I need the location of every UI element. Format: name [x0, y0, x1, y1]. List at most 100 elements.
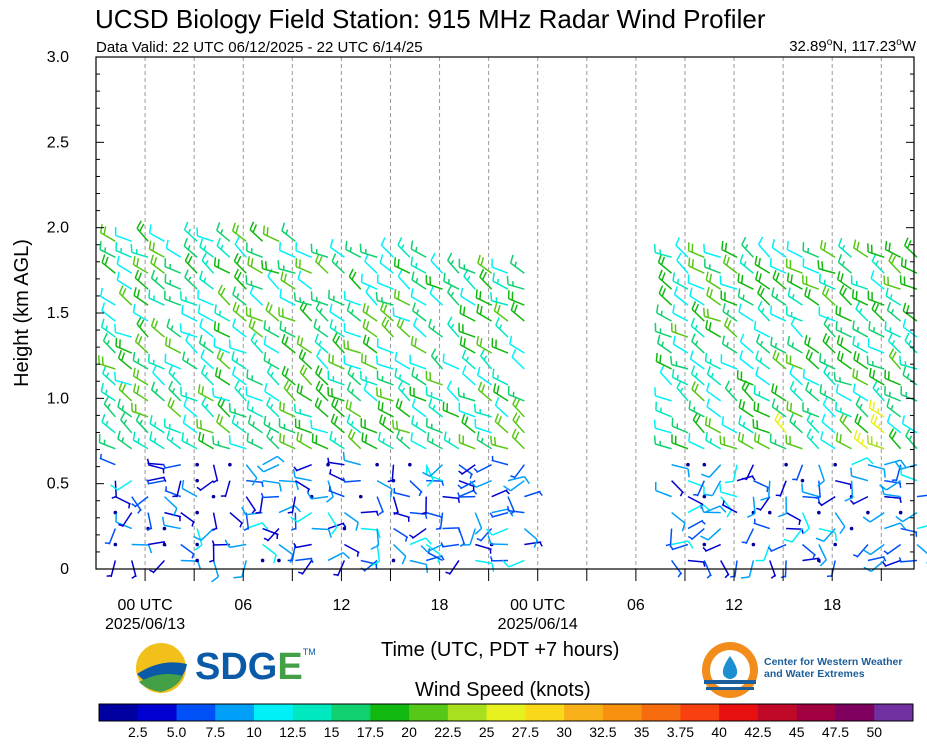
barb-staff — [164, 266, 182, 274]
wind-barb — [229, 512, 244, 528]
wind-barb — [201, 252, 215, 274]
barb-staff — [344, 363, 361, 370]
wind-barb — [817, 464, 825, 487]
barb-staff — [229, 347, 247, 354]
barb-staff — [855, 404, 869, 418]
wind-barb — [228, 339, 247, 354]
barb-staff — [838, 261, 853, 274]
wind-barb — [458, 464, 474, 479]
barb-flag — [862, 516, 871, 523]
wind-barb — [425, 511, 443, 522]
barb-staff — [232, 294, 247, 306]
wind-barb — [440, 542, 460, 548]
barb-staff — [249, 292, 264, 306]
wind-barb — [458, 402, 476, 418]
wind-barb — [148, 353, 165, 370]
wind-barb — [786, 272, 803, 290]
barb-flag — [137, 272, 143, 281]
wind-barb — [426, 432, 443, 450]
barb-flag — [364, 355, 367, 364]
barb-flag — [283, 273, 287, 283]
wind-barb — [778, 496, 788, 518]
barb-flag — [299, 433, 303, 443]
barb-staff — [900, 473, 918, 482]
barb-staff — [183, 405, 198, 418]
barb-flag — [737, 431, 741, 441]
barb-flag — [293, 505, 302, 513]
barb-staff — [458, 464, 474, 476]
barb-flag — [401, 556, 407, 565]
barb-staff — [491, 300, 509, 306]
barb-flag — [874, 303, 880, 313]
wind-barb — [655, 304, 672, 322]
barb-half-flag — [123, 419, 128, 425]
barb-staff — [347, 389, 362, 402]
wind-barb — [670, 560, 683, 578]
wind-barb — [296, 335, 313, 354]
barb-flag — [148, 289, 151, 299]
x-tick-label: 18 — [823, 597, 841, 614]
barb-flag — [117, 430, 121, 440]
colorbar-swatch — [796, 704, 836, 721]
barb-staff — [294, 543, 312, 549]
wind-barb — [850, 275, 869, 290]
barb-half-flag — [432, 404, 436, 410]
wind-barb — [360, 370, 378, 386]
barb-flag — [389, 488, 393, 498]
wind-barb — [330, 413, 345, 434]
wind-barb — [425, 275, 443, 290]
wind-barb — [362, 318, 378, 338]
barb-half-flag — [131, 503, 137, 507]
barb-flag — [771, 398, 776, 408]
wind-barb — [721, 241, 738, 258]
barb-flag — [110, 484, 118, 491]
barb-staff — [429, 292, 444, 306]
barb-half-flag — [154, 388, 159, 394]
wind-barb — [801, 512, 810, 535]
wind-barb — [821, 413, 836, 434]
barb-staff — [262, 543, 277, 556]
barb-flag — [200, 364, 206, 374]
wind-barb — [164, 258, 182, 274]
wind-barb — [819, 353, 836, 370]
barb-flag — [346, 381, 352, 391]
barb-half-flag — [761, 307, 765, 313]
barb-flag — [410, 256, 414, 266]
barb-half-flag — [204, 403, 209, 409]
wind-barb — [280, 271, 296, 290]
barb-flag — [362, 334, 367, 344]
barb-flag — [658, 285, 664, 294]
wind-barb — [149, 559, 165, 574]
barb-staff — [512, 419, 525, 434]
barb-half-flag — [817, 497, 821, 503]
wind-barb — [216, 237, 231, 258]
barb-staff — [394, 375, 411, 386]
barb-staff — [133, 294, 149, 306]
barb-flag — [657, 254, 663, 263]
barb-staff — [902, 423, 918, 434]
barb-staff — [102, 372, 116, 386]
barb-flag — [700, 535, 709, 541]
barb-flag — [689, 287, 693, 297]
wind-barb — [394, 351, 411, 370]
barb-staff — [183, 245, 198, 258]
wind-barb — [136, 316, 149, 338]
wind-barb — [817, 510, 821, 515]
barb-flag — [840, 337, 844, 346]
wind-barb — [180, 386, 198, 402]
wind-barb — [116, 271, 133, 290]
barb-flag — [688, 432, 691, 442]
wind-barb — [375, 387, 394, 402]
wind-barb — [409, 386, 427, 402]
wind-barb — [755, 271, 771, 290]
cw3e-logo: Center for Western Weather and Water Extr… — [700, 640, 910, 700]
barb-staff — [314, 341, 329, 354]
barb-flag — [886, 413, 892, 423]
wind-barb — [278, 307, 296, 322]
barb-flag — [824, 288, 830, 297]
wind-barb — [196, 480, 214, 492]
barb-half-flag — [661, 341, 665, 347]
barb-flag — [656, 334, 661, 344]
barb-staff — [902, 310, 918, 322]
barb-staff — [314, 405, 329, 418]
